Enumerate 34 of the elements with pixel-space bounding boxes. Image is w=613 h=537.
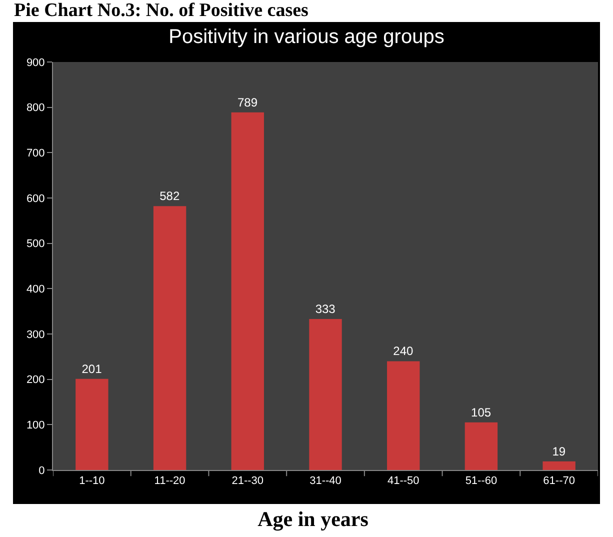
y-tick-label: 700 <box>26 148 45 160</box>
bar <box>464 422 498 470</box>
bar <box>231 112 264 470</box>
data-label: 333 <box>315 302 336 316</box>
data-label: 789 <box>237 95 258 110</box>
y-tick-label: 500 <box>26 238 45 250</box>
chart-title: Positivity in various age groups <box>168 26 444 48</box>
y-tick-label: 900 <box>26 56 45 69</box>
bar <box>76 378 108 470</box>
x-tick-label: 21--30 <box>232 475 264 488</box>
y-tick-label: 0 <box>38 464 45 477</box>
x-tick-label: 31--40 <box>310 475 342 488</box>
bar <box>309 319 342 470</box>
data-label: 240 <box>393 344 414 358</box>
y-tick-label: 300 <box>26 328 45 341</box>
bar <box>387 361 420 470</box>
bar <box>542 461 576 470</box>
data-label: 19 <box>552 444 566 458</box>
x-tick-label: 61--70 <box>543 475 575 488</box>
data-label: 582 <box>160 189 180 204</box>
x-axis-title: Age in years <box>256 506 370 533</box>
x-tick-label: 1--10 <box>79 475 105 488</box>
y-tick-label: 600 <box>26 192 45 205</box>
data-label: 105 <box>471 405 492 420</box>
x-tick-label: 51--60 <box>465 475 498 488</box>
x-tick-label: 41--50 <box>387 475 420 488</box>
y-tick-label: 200 <box>26 374 45 386</box>
bar <box>153 206 186 470</box>
x-tick-label: 11--20 <box>154 475 186 488</box>
y-tick-label: 400 <box>26 284 45 296</box>
chart-subtitle: Pie Chart No.3: No. of Positive cases <box>13 0 310 22</box>
y-tick-label: 800 <box>26 102 45 114</box>
y-tick-label: 100 <box>26 420 45 432</box>
data-label: 201 <box>82 362 102 376</box>
